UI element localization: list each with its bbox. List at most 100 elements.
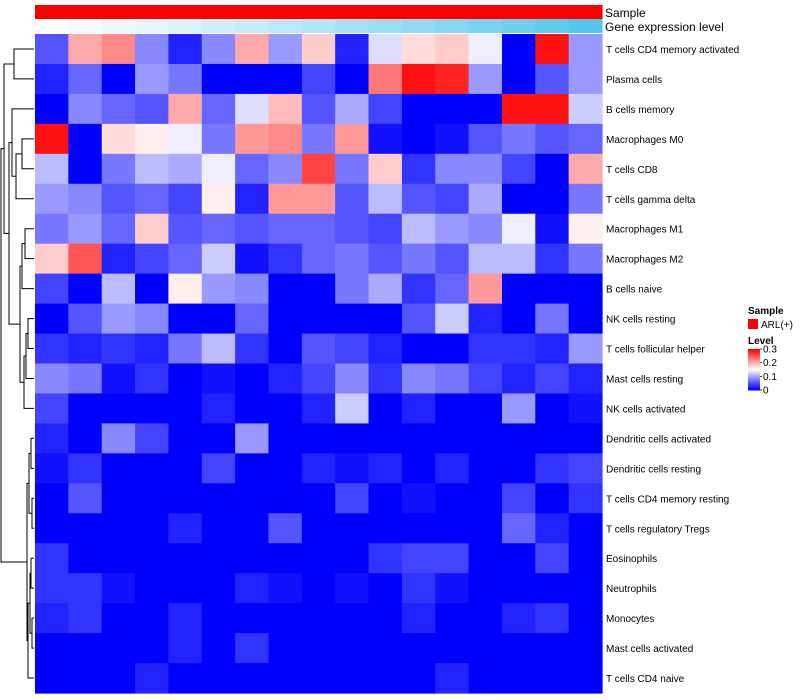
heatmap-cell xyxy=(168,663,203,694)
heatmap-cell xyxy=(468,213,503,245)
heatmap-cell xyxy=(168,453,203,484)
heatmap-cell xyxy=(235,423,270,454)
heatmap-cell xyxy=(268,213,303,245)
row-labels: T cells CD4 memory activated Plasma cells… xyxy=(606,45,739,685)
heatmap-cell xyxy=(235,663,270,694)
heatmap-cell xyxy=(135,543,170,574)
heatmap-cell xyxy=(535,183,570,215)
annotation-cell xyxy=(468,5,503,19)
annotation-cell xyxy=(535,19,570,33)
heatmap-cell xyxy=(335,63,370,95)
legend-colorbar-segment xyxy=(748,355,760,358)
heatmap-cell xyxy=(501,273,536,305)
heatmap-cell xyxy=(435,363,470,395)
heatmap-cell xyxy=(68,333,103,365)
heatmap-cell xyxy=(135,633,170,664)
heatmap-cell xyxy=(568,93,603,125)
legend-colorbar-segment xyxy=(748,370,760,372)
heatmap-cell xyxy=(468,363,503,395)
dendrogram-branch xyxy=(27,602,34,679)
heatmap-cell xyxy=(335,213,370,245)
heatmap-cell xyxy=(301,363,336,395)
heatmap-cell xyxy=(435,663,470,694)
heatmap-cell xyxy=(568,573,603,604)
heatmap-cell xyxy=(301,483,336,514)
row-label: Macrophages M0 xyxy=(606,135,684,146)
row-label: B cells memory xyxy=(606,105,674,116)
heatmap-cell xyxy=(401,393,436,425)
legend-colorbar-segment xyxy=(748,355,760,357)
heatmap-cell xyxy=(401,303,436,335)
heatmap-cell xyxy=(368,243,403,275)
legend-tick-label: 0.3 xyxy=(763,345,777,356)
heatmap-cell xyxy=(168,273,203,305)
row-label: Mast cells resting xyxy=(606,374,683,385)
heatmap-cell xyxy=(435,273,470,305)
heatmap-cell xyxy=(201,573,236,604)
heatmap-cell xyxy=(101,243,136,275)
heatmap-cell xyxy=(368,633,403,664)
heatmap-cell xyxy=(68,243,103,275)
dendrogram-branch xyxy=(21,243,34,290)
dendrogram-branch xyxy=(24,228,34,260)
heatmap-cell xyxy=(435,543,470,574)
heatmap-cell xyxy=(201,423,236,454)
heatmap-cell xyxy=(235,63,270,95)
heatmap-cell xyxy=(568,153,603,185)
heatmap-cell xyxy=(68,423,103,454)
heatmap-cell xyxy=(368,34,403,65)
heatmap-cell xyxy=(501,363,536,395)
heatmap-cell xyxy=(301,513,336,544)
heatmap-cell xyxy=(501,393,536,425)
heatmap-cell xyxy=(301,123,336,155)
heatmap-cell xyxy=(435,453,470,484)
annotation-cell xyxy=(335,5,370,19)
row-dendrogram xyxy=(0,48,34,679)
heatmap-cell xyxy=(535,213,570,245)
heatmap-cell xyxy=(368,603,403,634)
heatmap-cell xyxy=(35,93,69,125)
heatmap-cell xyxy=(101,273,136,305)
heatmap-cell xyxy=(501,153,536,185)
heatmap-cell xyxy=(68,453,103,484)
heatmap-cell xyxy=(301,34,336,65)
heatmap-cell xyxy=(101,393,136,425)
heatmap-cell xyxy=(201,273,236,305)
heatmap-cell xyxy=(368,363,403,395)
heatmap-cell xyxy=(168,633,203,664)
heatmap-cell xyxy=(535,483,570,514)
heatmap-cell xyxy=(68,513,103,544)
annotation-cell xyxy=(235,19,270,33)
heatmap-cell xyxy=(135,63,170,95)
annotation-cell xyxy=(168,5,203,19)
heatmap-cell xyxy=(135,183,170,215)
heatmap-cell xyxy=(168,153,203,185)
heatmap-cell xyxy=(335,34,370,65)
legend-colorbar-segment xyxy=(748,385,760,387)
heatmap-cell xyxy=(468,663,503,694)
heatmap-cell xyxy=(335,453,370,484)
heatmap-cell xyxy=(535,513,570,544)
annotation-cell xyxy=(135,5,170,19)
heatmap-cell xyxy=(268,543,303,574)
heatmap-cell xyxy=(68,34,103,65)
legend-colorbar-segment xyxy=(748,372,760,375)
legend-colorbar-segment xyxy=(748,379,760,381)
annotation-cell xyxy=(268,5,303,19)
heatmap-cell xyxy=(368,63,403,95)
heatmap-cell xyxy=(301,63,336,95)
legend-colorbar-segment xyxy=(748,380,760,382)
heatmap-cell xyxy=(268,573,303,604)
heatmap-cell xyxy=(235,303,270,335)
heatmap-cell xyxy=(468,273,503,305)
legend-colorbar-segment xyxy=(748,358,760,360)
heatmap-cell xyxy=(568,273,603,305)
annotation-cell xyxy=(268,19,303,33)
heatmap-cell xyxy=(468,633,503,664)
heatmap-cell xyxy=(368,93,403,125)
heatmap-cell xyxy=(35,633,69,664)
heatmap-cell xyxy=(235,153,270,185)
dendrogram-branch xyxy=(11,108,34,177)
annotation-cell xyxy=(368,5,403,19)
heatmap-cell xyxy=(235,513,270,544)
